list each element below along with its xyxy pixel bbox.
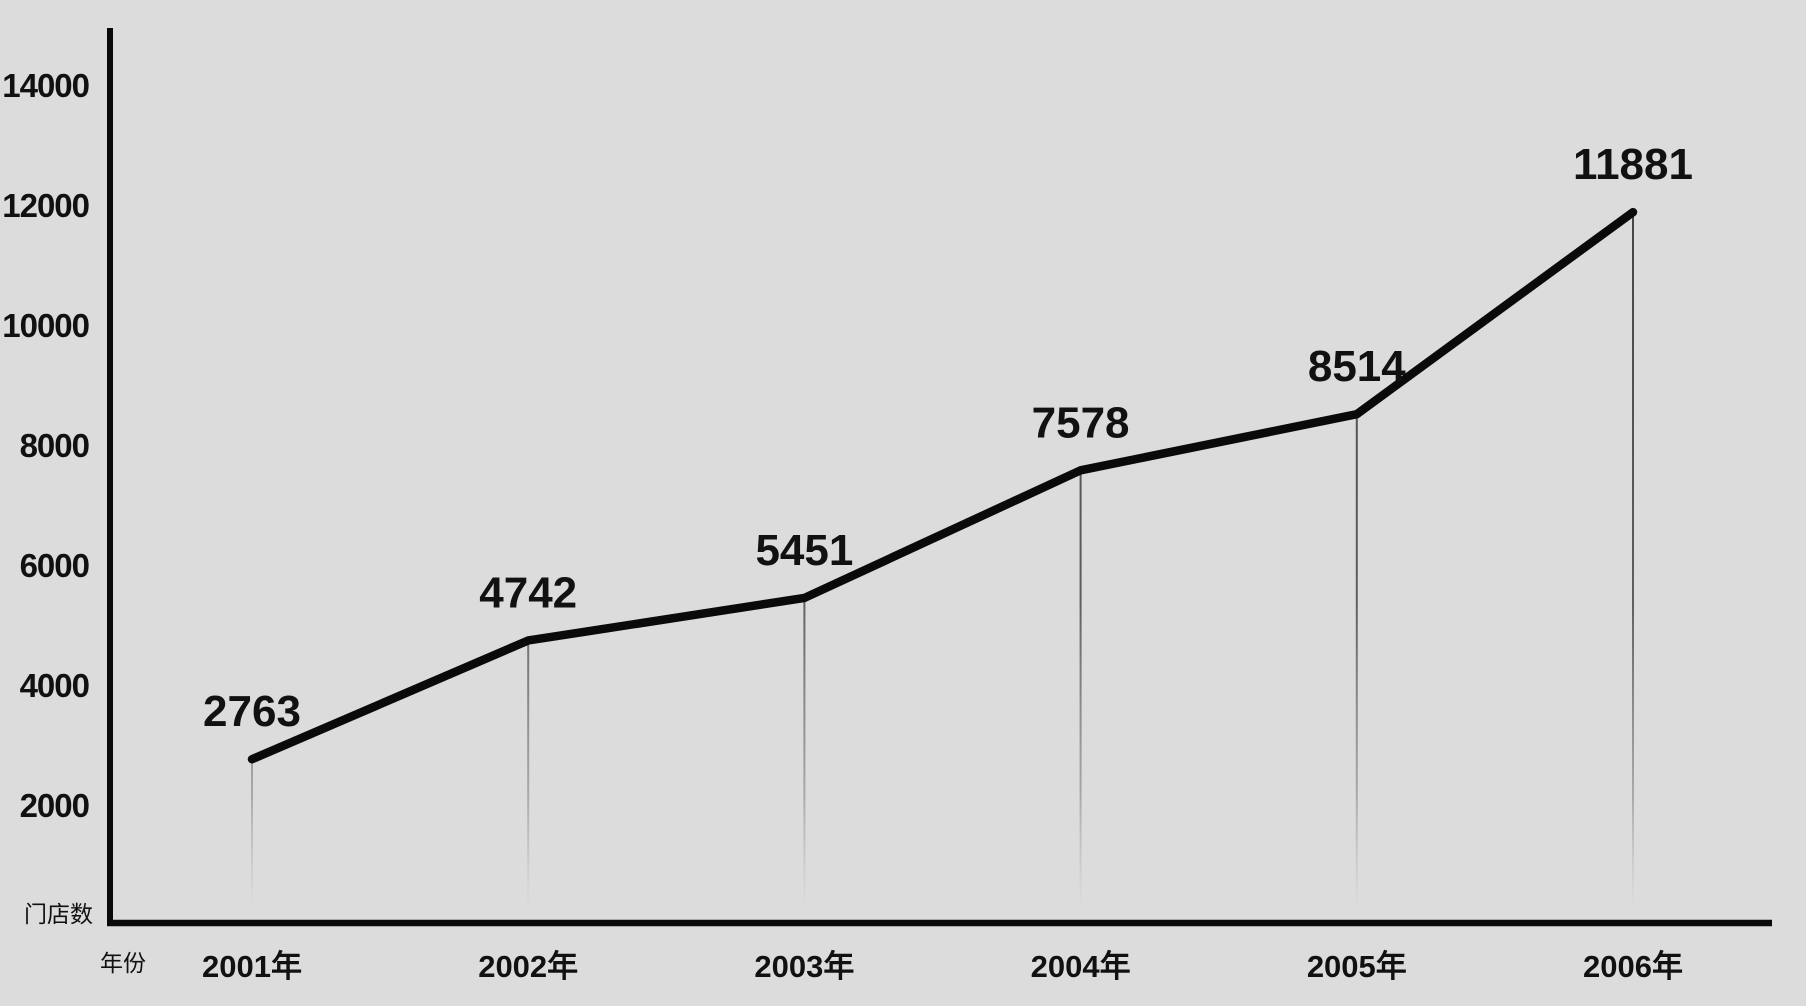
y-tick-label: 10000 xyxy=(2,307,89,344)
y-tick-label: 12000 xyxy=(2,187,89,224)
axes xyxy=(107,28,1772,927)
y-axis-tick-labels: 2000 4000 6000 8000 10000 12000 14000 xyxy=(2,67,90,824)
x-tick-label: 2003年 xyxy=(754,949,854,984)
y-axis-unit-label: 门店数 xyxy=(24,901,93,927)
data-value-labels: 2763 4742 5451 7578 8514 11881 xyxy=(203,140,1693,736)
value-label: 4742 xyxy=(479,568,577,617)
y-tick-label: 4000 xyxy=(20,667,89,704)
x-tick-label: 2005年 xyxy=(1307,949,1407,984)
value-label: 8514 xyxy=(1308,342,1406,391)
x-axis-tick-labels: 2001年 2002年 2003年 2004年 2005年 2006年 xyxy=(202,949,1683,984)
value-label: 2763 xyxy=(203,687,301,736)
y-tick-label: 2000 xyxy=(20,787,89,824)
y-tick-label: 8000 xyxy=(20,427,89,464)
y-tick-label: 14000 xyxy=(2,67,89,104)
x-tick-label: 2006年 xyxy=(1583,949,1683,984)
value-label: 5451 xyxy=(755,526,853,575)
series-polyline xyxy=(247,207,1638,764)
x-tick-label: 2002年 xyxy=(478,949,578,984)
x-axis-unit-label: 年份 xyxy=(100,950,146,976)
x-tick-label: 2004年 xyxy=(1031,949,1131,984)
value-label: 7578 xyxy=(1032,398,1130,447)
value-label: 11881 xyxy=(1573,140,1693,189)
drop-lines xyxy=(251,214,1634,919)
y-tick-label: 6000 xyxy=(20,547,89,584)
data-series-line xyxy=(247,207,1638,764)
x-tick-label: 2001年 xyxy=(202,949,302,984)
